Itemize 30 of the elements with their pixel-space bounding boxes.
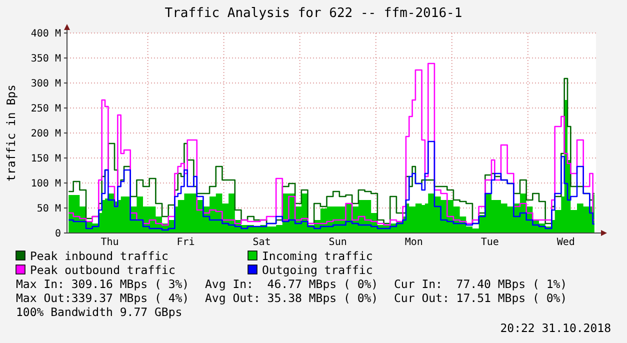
text: Max In: 309.16 MBps ( 3%) [16, 277, 190, 291]
y-tick-label: 100 M [30, 178, 61, 190]
text: Cur In: 77.40 MBps ( 1%) [394, 277, 568, 291]
text: 100% Bandwidth 9.77 GBps [16, 305, 182, 319]
chart-title: Traffic Analysis for 622 -- ffm-2016-1 [164, 6, 462, 21]
y-axis-title: traffic in Bps [4, 84, 18, 182]
text: Max Out:339.37 MBps ( 4%) [16, 291, 190, 305]
x-tick-label: Mon [404, 237, 423, 248]
x-tick-label: Tue [480, 237, 499, 248]
legend-label: Peak outbound traffic [30, 263, 176, 277]
y-tick-label: 400 M [30, 28, 61, 40]
legend-label: Outgoing traffic [262, 263, 373, 277]
y-tick-label: 350 M [30, 54, 61, 64]
y-tick-label: 50 M [36, 204, 61, 214]
x-tick-label: Fri [176, 237, 195, 248]
y-tick-label: 300 M [30, 78, 61, 90]
x-tick-label: Sun [328, 237, 347, 248]
text: Avg Out: 35.38 MBps ( 0%) [205, 291, 378, 305]
y-tick-label: 200 M [30, 128, 61, 140]
x-tick-label: Sat [252, 237, 271, 248]
y-tick-label: 250 M [30, 104, 61, 114]
text: Cur Out: 17.51 MBps ( 0%) [394, 291, 568, 305]
x-tick-label: Thu [100, 237, 119, 248]
x-tick-label: Wed [556, 237, 575, 248]
legend-label: Incoming traffic [262, 249, 373, 263]
text: 20:22 31.10.2018 [500, 321, 612, 335]
y-tick-label: 150 M [30, 154, 61, 164]
y-tick-label: 0 [54, 228, 61, 240]
legend-label: Peak inbound traffic [30, 249, 168, 263]
text: Avg In: 46.77 MBps ( 0%) [205, 277, 378, 291]
